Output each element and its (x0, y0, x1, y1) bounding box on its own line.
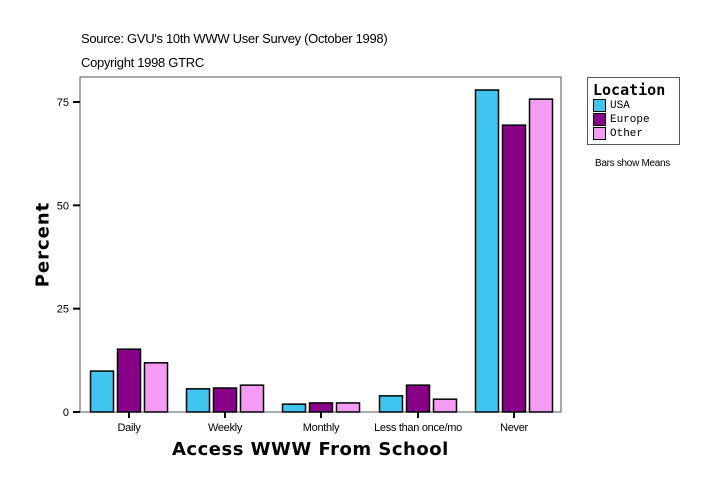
x-tick-label: Less than once/mo (374, 422, 462, 434)
bar-europe (308, 402, 334, 413)
copyright-caption: Copyright 1998 GTRC (81, 55, 204, 70)
bar-usa (378, 395, 404, 413)
bar-europe (501, 124, 527, 413)
y-tick-label: 50 (57, 200, 69, 212)
x-tick-label: Monthly (303, 422, 340, 434)
bars (89, 89, 554, 413)
x-tick-label: Never (500, 422, 528, 434)
x-axis-label: Access WWW From School (172, 439, 449, 460)
legend-label: USA (610, 99, 630, 112)
source-caption: Source: GVU's 10th WWW User Survey (Octo… (81, 31, 388, 46)
bar-other (335, 402, 361, 413)
other-swatch-icon (593, 127, 606, 140)
bar-europe (212, 387, 238, 413)
bar-usa (281, 403, 307, 413)
europe-swatch-icon (593, 113, 606, 126)
bars-note: Bars show Means (595, 158, 670, 169)
bar-other (239, 384, 265, 413)
bar-usa (185, 388, 211, 413)
legend-item-usa: USA (593, 99, 630, 112)
bar-other (432, 398, 458, 413)
y-tick-label: 75 (57, 97, 69, 109)
legend-title: Location (593, 81, 666, 99)
legend-item-europe: Europe (593, 113, 650, 126)
y-tick-label: 0 (63, 407, 69, 419)
x-axis: Daily Weekly Monthly Less than once/mo Never (118, 412, 529, 434)
bar-europe (405, 384, 431, 413)
legend-label: Europe (610, 113, 650, 126)
x-tick-label: Weekly (208, 422, 243, 434)
y-axis: 0 25 50 75 (57, 97, 80, 419)
legend-item-other: Other (593, 127, 643, 140)
usa-swatch-icon (593, 99, 606, 112)
bar-other (143, 362, 169, 413)
bar-other (528, 98, 554, 413)
bar-usa (89, 370, 115, 413)
y-axis-label: Percent (32, 201, 54, 288)
legend: Location USA Europe Other (587, 77, 680, 145)
bar-usa (474, 89, 500, 413)
y-tick-label: 25 (57, 304, 69, 316)
bar-europe (116, 348, 142, 413)
x-tick-label: Daily (118, 422, 142, 434)
legend-label: Other (610, 127, 644, 140)
